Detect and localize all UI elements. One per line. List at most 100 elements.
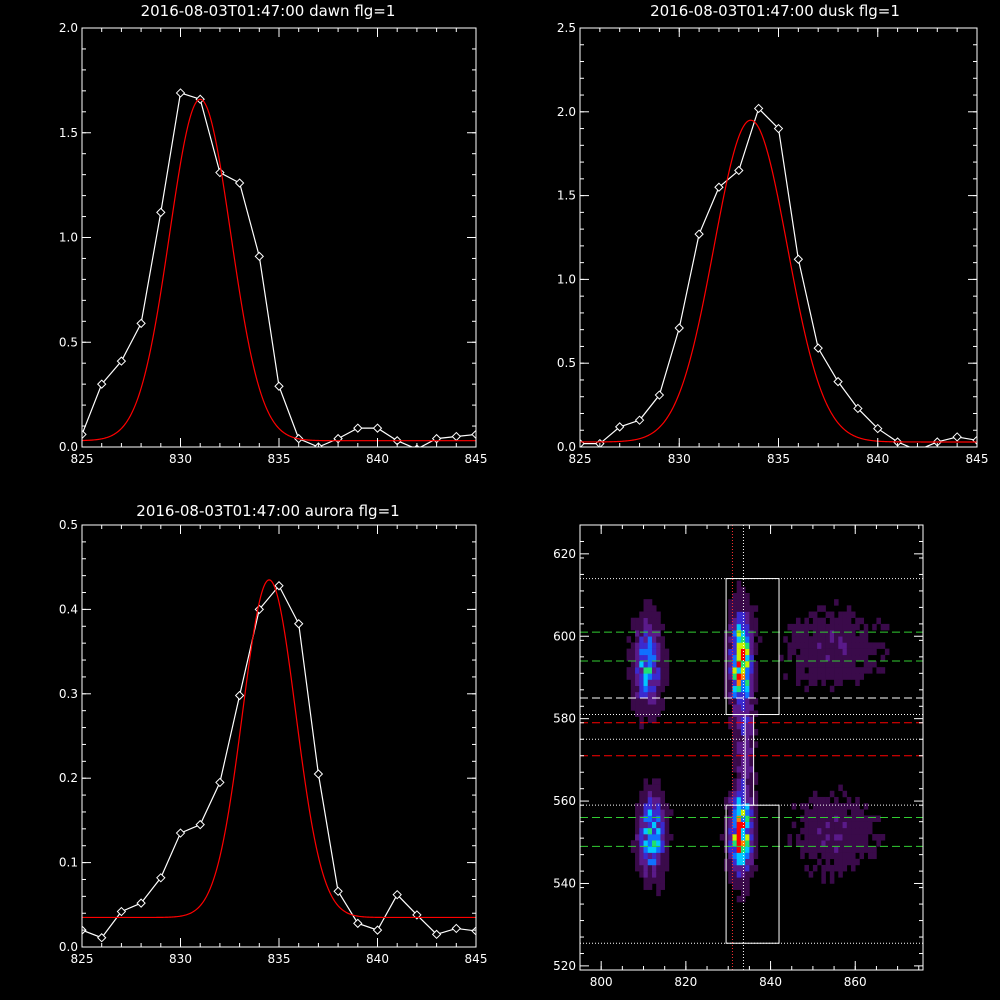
heatmap-cell bbox=[817, 660, 822, 668]
heatmap-cell bbox=[821, 840, 826, 847]
data-point-diamond bbox=[833, 376, 843, 387]
heatmap-cell bbox=[635, 803, 640, 810]
heatmap-cell bbox=[635, 630, 640, 637]
heatmap-cell bbox=[630, 617, 636, 625]
heatmap-cell bbox=[656, 685, 661, 693]
heatmap-cell bbox=[732, 766, 737, 773]
heatmap-cell bbox=[863, 840, 869, 847]
heatmap-cell bbox=[838, 660, 843, 668]
heatmap-cell bbox=[749, 716, 754, 724]
heatmap-cell bbox=[821, 605, 826, 612]
heatmap-cell bbox=[736, 803, 742, 810]
heatmap-cell bbox=[736, 685, 742, 693]
heatmap-cell bbox=[647, 809, 653, 816]
heatmap-cell bbox=[812, 654, 818, 662]
heatmap-cell bbox=[808, 667, 814, 674]
heatmap-cell bbox=[812, 803, 818, 810]
heatmap-cell bbox=[639, 660, 644, 668]
heatmap-cell bbox=[647, 834, 653, 841]
heatmap-cell bbox=[829, 871, 835, 878]
heatmap-cell bbox=[851, 809, 856, 816]
heatmap-cell bbox=[834, 630, 839, 637]
data-point-diamond bbox=[215, 167, 225, 178]
heatmap-cell bbox=[851, 636, 856, 643]
data-point-diamond bbox=[333, 886, 343, 897]
heatmap-cell bbox=[647, 716, 653, 724]
heatmap-cell bbox=[800, 630, 805, 637]
heatmap-cell bbox=[817, 796, 822, 804]
heatmap-cell bbox=[635, 667, 640, 674]
heatmap-cell bbox=[825, 840, 831, 847]
heatmap-cell bbox=[749, 636, 754, 643]
heatmap-cell bbox=[740, 883, 746, 890]
heatmap-cell bbox=[872, 623, 877, 631]
heatmap-cell bbox=[817, 673, 822, 680]
heatmap-cell bbox=[808, 846, 814, 853]
heatmap-cell bbox=[740, 877, 746, 884]
heatmap-cell bbox=[728, 685, 733, 693]
data-point-diamond bbox=[195, 819, 205, 830]
heatmap-cell bbox=[664, 803, 670, 810]
heatmap-cell bbox=[732, 605, 737, 612]
heatmap-cell bbox=[728, 834, 733, 841]
heatmap-cell bbox=[749, 796, 754, 804]
heatmap-cell bbox=[643, 809, 649, 816]
heatmap-cell bbox=[880, 654, 886, 662]
heatmap-cell bbox=[651, 790, 657, 798]
heatmap-cell bbox=[753, 698, 759, 705]
heatmap-cell bbox=[851, 846, 856, 853]
y-tick-label: 600 bbox=[553, 629, 576, 643]
heatmap-cell bbox=[846, 617, 852, 625]
heatmap-cell bbox=[804, 864, 809, 872]
heatmap-cell bbox=[745, 784, 750, 792]
heatmap-cell bbox=[795, 834, 801, 841]
heatmap-cell bbox=[740, 698, 746, 705]
y-tick-label: 1.0 bbox=[59, 231, 78, 245]
heatmap-cell bbox=[821, 864, 826, 872]
heatmap-cell bbox=[749, 642, 754, 649]
heatmap-cell bbox=[647, 630, 653, 637]
heatmap-cell bbox=[740, 821, 746, 829]
heatmap-cell bbox=[635, 834, 640, 841]
heatmap-cell bbox=[821, 623, 826, 631]
heatmap-cell bbox=[736, 698, 742, 705]
heatmap-cell bbox=[664, 864, 670, 872]
heatmap-cell bbox=[745, 592, 750, 600]
heatmap-cell bbox=[829, 617, 835, 625]
heatmap-cell bbox=[635, 636, 640, 643]
heatmap-cell bbox=[643, 796, 649, 804]
heatmap-cell bbox=[639, 864, 644, 872]
heatmap-cell bbox=[745, 654, 750, 662]
heatmap-cell bbox=[851, 654, 856, 662]
heatmap-cell bbox=[812, 648, 818, 656]
heatmap-cell bbox=[651, 834, 657, 841]
heatmap-cell bbox=[732, 815, 737, 822]
heatmap-cell bbox=[635, 617, 640, 625]
heatmap-cell bbox=[846, 821, 852, 829]
heatmap-cell bbox=[842, 840, 848, 847]
heatmap-cell bbox=[728, 716, 733, 724]
data-point-diamond bbox=[96, 933, 107, 943]
heatmap-cell bbox=[787, 834, 793, 841]
heatmap-cell bbox=[749, 735, 754, 742]
heatmap-cell bbox=[821, 852, 826, 860]
heatmap-cell bbox=[736, 630, 742, 637]
heatmap-cell bbox=[651, 864, 657, 872]
heatmap-cell bbox=[855, 796, 860, 804]
heatmap-cell bbox=[745, 809, 750, 816]
heatmap-cell bbox=[740, 772, 746, 779]
heatmap-cell bbox=[749, 660, 754, 668]
heatmap-cell bbox=[736, 834, 742, 841]
heatmap-cell bbox=[736, 772, 742, 779]
heatmap-cell bbox=[745, 630, 750, 637]
heatmap-cell bbox=[825, 846, 831, 853]
heatmap-cell bbox=[821, 617, 826, 625]
heatmap-cell bbox=[732, 698, 737, 705]
heatmap-cell bbox=[660, 679, 665, 686]
heatmap-cell bbox=[745, 648, 750, 656]
y-tick-label: 560 bbox=[553, 794, 576, 808]
heatmap-cell bbox=[838, 864, 843, 872]
heatmap-cell bbox=[880, 623, 886, 631]
heatmap-cell bbox=[630, 685, 636, 693]
heatmap-cell bbox=[825, 796, 831, 804]
